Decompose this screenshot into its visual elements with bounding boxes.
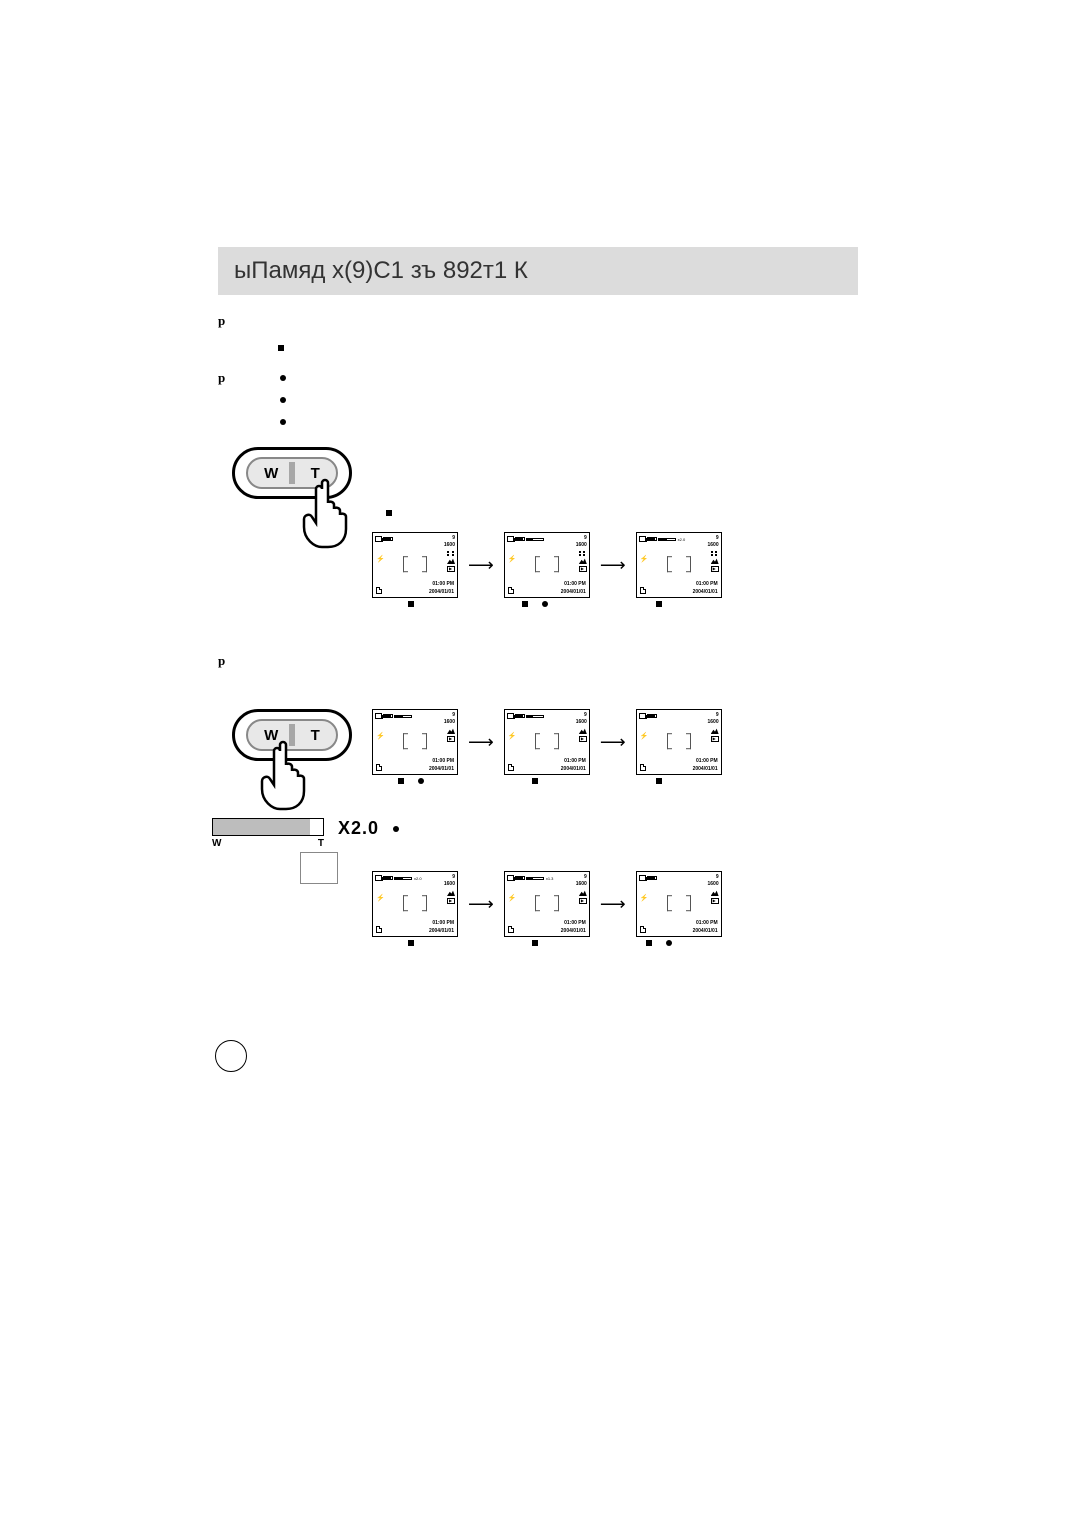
zoom-bar-w-label: W bbox=[212, 838, 221, 849]
screen-row-1: 9 1600 ⚡ 01:00 PM 2004/01/01 ⟶ 9 1600 ⚡ … bbox=[372, 532, 858, 598]
dot-bullet-icon bbox=[280, 419, 286, 425]
page-number-circle bbox=[215, 1040, 247, 1072]
zoom-value: X2.0 bbox=[338, 818, 379, 839]
arrow-right-icon: ⟶ bbox=[468, 732, 494, 753]
hand-press-icon bbox=[252, 737, 322, 815]
dot-bullet-icon bbox=[393, 826, 399, 832]
lcd-screen: x1.3 9 1600 ⚡ 01:00 PM 2004/01/01 bbox=[504, 871, 590, 937]
lcd-screen: 9 1600 ⚡ 01:00 PM 2004/01/01 bbox=[372, 532, 458, 598]
screen-row-2: 9 1600 ⚡ 01:00 PM 2004/01/01 ⟶ 9 1600 bbox=[372, 709, 722, 775]
zoom-rocker-w[interactable]: W T bbox=[232, 709, 352, 761]
zoom-indicator: W T X2.0 bbox=[212, 818, 858, 849]
zoom-w-label: W bbox=[264, 465, 278, 482]
dot-bullet-icon bbox=[280, 397, 286, 403]
zoom-rocker-t[interactable]: W T bbox=[232, 447, 858, 499]
zoom-bar-t-label: T bbox=[318, 838, 324, 849]
lcd-screen: 9 1600 ⚡ 01:00 PM 2004/01/01 bbox=[504, 532, 590, 598]
lcd-screen: 9 1600 ⚡ 01:00 PM 2004/01/01 bbox=[636, 709, 722, 775]
caption-row-2 bbox=[372, 778, 722, 784]
lcd-screen: x2.0 9 1600 ⚡ 01:00 PM 2004/01/01 bbox=[372, 871, 458, 937]
zoom-detail-box bbox=[300, 852, 338, 884]
hand-press-icon bbox=[294, 475, 364, 553]
row-lead-marker bbox=[386, 504, 858, 522]
lcd-screen: x2.0 9 1600 ⚡ 01:00 PM 2004/01/01 bbox=[636, 532, 722, 598]
screen-row-3: x2.0 9 1600 ⚡ 01:00 PM 2004/01/01 ⟶ x1.3… bbox=[372, 871, 858, 937]
section-marker-2: p bbox=[218, 370, 225, 386]
lcd-screen: 9 1600 ⚡ 01:00 PM 2004/01/01 bbox=[372, 709, 458, 775]
page-title: ыПамяд х(9)С1 зъ 892т1 К bbox=[234, 257, 842, 285]
bullet-list-2 bbox=[280, 369, 294, 435]
arrow-right-icon: ⟶ bbox=[600, 732, 626, 753]
arrow-right-icon: ⟶ bbox=[600, 555, 626, 576]
bullet-list-1 bbox=[278, 339, 858, 361]
dot-bullet-icon bbox=[280, 375, 286, 381]
caption-row-3 bbox=[372, 940, 858, 946]
lcd-screen: 9 1600 ⚡ 01:00 PM 2004/01/01 bbox=[636, 871, 722, 937]
arrow-right-icon: ⟶ bbox=[600, 894, 626, 915]
section-marker-3: p bbox=[218, 653, 858, 669]
section-marker-1: p bbox=[218, 313, 858, 329]
arrow-right-icon: ⟶ bbox=[468, 555, 494, 576]
lcd-screen: 9 1600 ⚡ 01:00 PM 2004/01/01 bbox=[504, 709, 590, 775]
caption-row-1 bbox=[372, 601, 858, 607]
title-bar: ыПамяд х(9)С1 зъ 892т1 К bbox=[218, 247, 858, 295]
square-bullet-icon bbox=[278, 345, 284, 351]
zoom-bar bbox=[212, 818, 324, 836]
arrow-right-icon: ⟶ bbox=[468, 894, 494, 915]
